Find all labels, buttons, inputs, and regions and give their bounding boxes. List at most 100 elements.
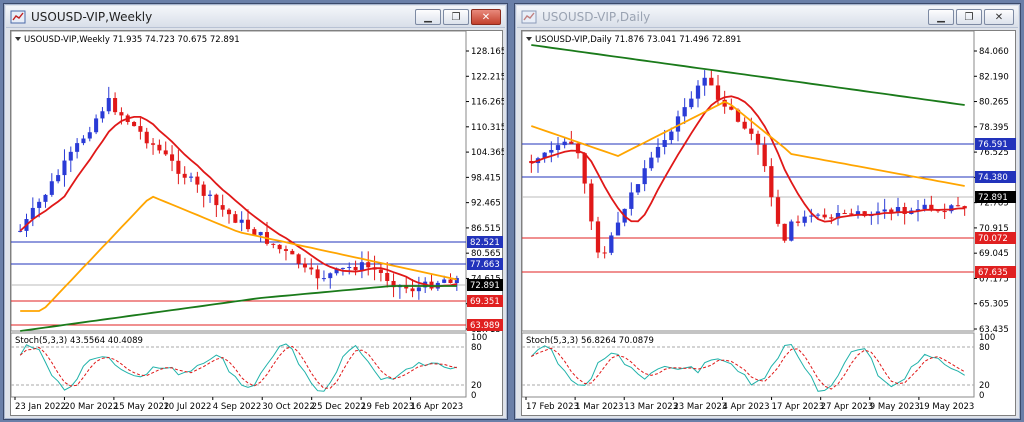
- stochastic-scale-label: 20: [471, 381, 482, 391]
- candle-body: [615, 222, 621, 236]
- weekly-chart-area[interactable]: USOUSD-VIP,Weekly 71.935 74.723 70.675 7…: [10, 30, 504, 417]
- candle-body: [929, 204, 934, 211]
- candle-body: [835, 213, 841, 219]
- candle-body: [922, 204, 927, 210]
- price-tag-box: [975, 266, 1016, 278]
- candle-body: [782, 223, 787, 241]
- time-axis-label: 20 Mar 2022: [64, 402, 118, 412]
- price-tag-value: 72.891: [470, 281, 500, 291]
- price-scale-label: 76.525: [979, 148, 1009, 158]
- weekly-title-bar[interactable]: USOUSD-VIP,Weekly ▁ ❐ ✕: [6, 6, 505, 28]
- time-axis-label: 19 May 2023: [919, 402, 974, 412]
- candle-body: [378, 269, 383, 273]
- candle-body: [942, 211, 947, 213]
- daily-chart-svg[interactable]: USOUSD-VIP,Daily 71.876 73.041 71.496 72…: [522, 31, 1017, 417]
- price-scale-label: 80.265: [979, 98, 1009, 108]
- candle-body: [829, 217, 834, 219]
- candle-body: [283, 249, 288, 251]
- candle-body: [582, 153, 587, 184]
- price-scale-label: 69.045: [979, 249, 1009, 259]
- candle-body: [955, 205, 961, 207]
- candle-body: [448, 279, 453, 284]
- candle-body: [391, 280, 396, 288]
- price-scale-label: 86.515: [471, 224, 501, 234]
- close-button[interactable]: ✕: [471, 9, 501, 25]
- price-scale-label: 122.215: [471, 72, 504, 82]
- daily-window-title: USOUSD-VIP,Daily: [542, 9, 651, 24]
- price-scale-label: 67.175: [979, 274, 1009, 284]
- candle-body: [56, 175, 61, 182]
- candle-body: [201, 184, 206, 196]
- candle-body: [138, 126, 143, 132]
- candle-body: [715, 85, 721, 100]
- candle-body: [252, 229, 257, 236]
- time-axis-label: 23 Mar 2023: [673, 402, 727, 412]
- restore-button[interactable]: ❐: [443, 9, 469, 25]
- price-tag-value: 69.351: [470, 297, 500, 307]
- stoch-d-line: [531, 347, 965, 390]
- candle-body: [277, 244, 282, 250]
- candle-body: [328, 273, 333, 279]
- candle-body: [875, 211, 881, 215]
- price-scale-label: 84.060: [979, 47, 1009, 57]
- candle-body: [315, 269, 320, 279]
- time-axis-label: 17 Feb 2023: [526, 402, 579, 412]
- daily-chart-window[interactable]: USOUSD-VIP,Daily ▁ ❐ ✕ USOUSD-VIP,Daily …: [514, 3, 1021, 420]
- price-tag-box: [467, 236, 503, 248]
- time-axis-label: 17 Apr 2023: [772, 402, 825, 412]
- price-tag-value: 72.891: [978, 193, 1008, 203]
- price-tag-box: [467, 279, 503, 291]
- candle-body: [296, 254, 301, 264]
- stoch-k-line: [530, 343, 965, 392]
- ma-mid-line: [20, 195, 457, 312]
- candle-body: [271, 243, 276, 245]
- daily-title-bar[interactable]: USOUSD-VIP,Daily ▁ ❐ ✕: [517, 6, 1018, 28]
- candle-body: [802, 216, 807, 223]
- candle-body: [37, 201, 42, 208]
- time-axis-label: 27 Apr 2023: [821, 402, 874, 412]
- price-tag-value: 63.989: [470, 321, 500, 331]
- price-scale-label: 104.365: [471, 148, 504, 158]
- candle-body: [416, 287, 421, 292]
- price-tag-box: [975, 171, 1016, 183]
- candle-body: [735, 109, 741, 122]
- candle-body: [609, 235, 614, 253]
- price-scale-label: 70.915: [979, 224, 1009, 234]
- minimize-button[interactable]: ▁: [928, 9, 954, 25]
- candle-body: [729, 106, 734, 110]
- candle-body: [321, 278, 326, 280]
- candle-body: [385, 272, 390, 281]
- candle-body: [144, 131, 149, 144]
- candle-body: [151, 143, 156, 145]
- candle-body: [649, 157, 654, 169]
- candle-body: [895, 207, 901, 213]
- candle-body: [595, 221, 601, 253]
- candle-body: [722, 99, 727, 107]
- minimize-button[interactable]: ▁: [415, 9, 441, 25]
- restore-button[interactable]: ❐: [956, 9, 982, 25]
- stochastic-scale-label: 20: [979, 381, 990, 391]
- candle-body: [81, 138, 86, 144]
- weekly-chart-svg[interactable]: USOUSD-VIP,Weekly 71.935 74.723 70.675 7…: [11, 31, 504, 417]
- candle-body: [855, 211, 861, 215]
- ma-mid-line: [531, 100, 965, 187]
- candle-body: [309, 267, 314, 270]
- time-axis-label: 15 May 2022: [114, 402, 169, 412]
- candle-body: [529, 161, 534, 164]
- candle-body: [789, 221, 794, 241]
- time-axis-label: 4 Apr 2023: [722, 402, 769, 412]
- daily-chart-area[interactable]: USOUSD-VIP,Daily 71.876 73.041 71.496 72…: [521, 30, 1016, 416]
- time-axis-label: 25 Dec 2022: [312, 402, 366, 412]
- candle-body: [226, 209, 232, 215]
- candle-body: [182, 173, 187, 178]
- candle-body: [569, 141, 574, 144]
- candle-body: [132, 122, 137, 127]
- chart-window-icon: [10, 10, 26, 23]
- candle-body: [410, 288, 415, 292]
- price-scale-label: 82.190: [979, 72, 1009, 82]
- stoch-k-line: [19, 343, 457, 392]
- close-button[interactable]: ✕: [984, 9, 1014, 25]
- ma-slow-line: [531, 44, 965, 106]
- weekly-chart-window[interactable]: USOUSD-VIP,Weekly ▁ ❐ ✕ USOUSD-VIP,Weekl…: [3, 3, 508, 420]
- candle-body: [454, 277, 459, 284]
